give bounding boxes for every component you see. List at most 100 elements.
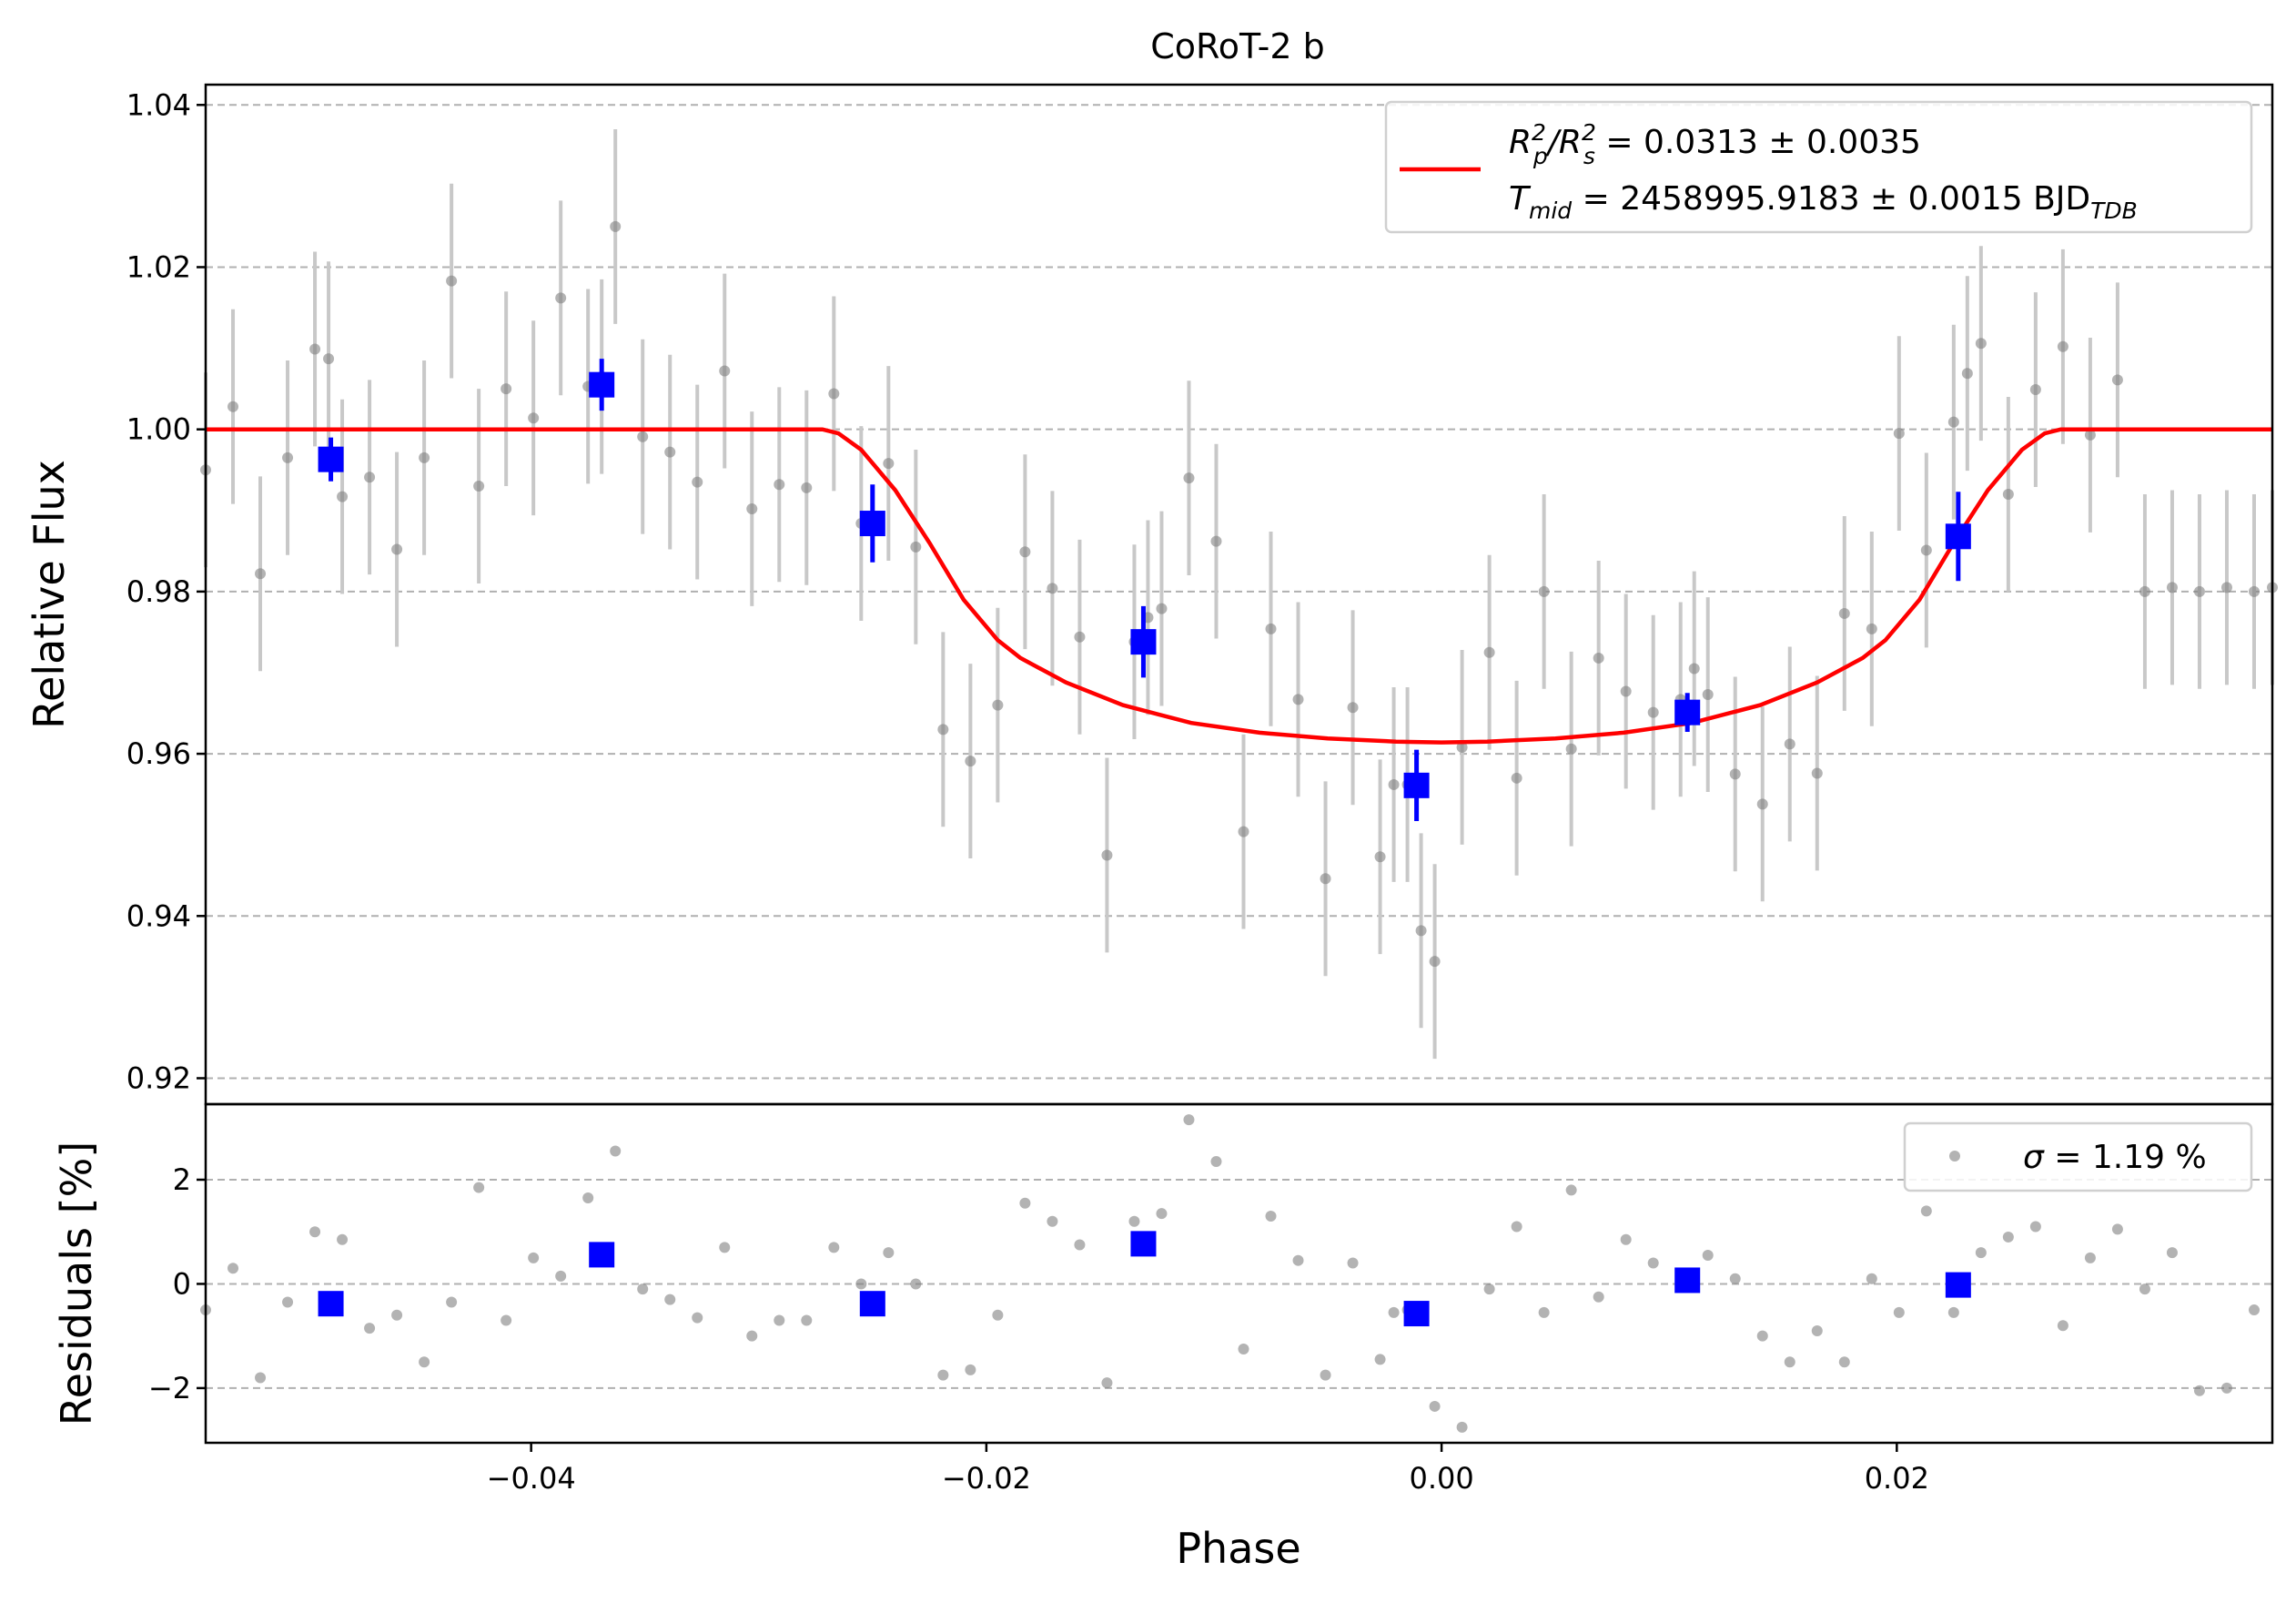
raw-data-point (1074, 631, 1086, 643)
raw-data-point (1047, 583, 1058, 594)
raw-data-point (364, 472, 376, 483)
residual-data-point (582, 1192, 594, 1204)
residual-data-point (419, 1356, 430, 1368)
x-axis-label: Phase (1176, 1524, 1300, 1573)
residual-data-point (1893, 1306, 1905, 1318)
residual-data-point (282, 1296, 294, 1308)
raw-data-point (2139, 585, 2150, 597)
residual-data-point (1374, 1354, 1386, 1365)
y-tick-label-flux: 1.02 (126, 249, 191, 284)
raw-data-point (309, 343, 321, 355)
raw-data-point (774, 479, 785, 491)
raw-data-point (1866, 623, 1877, 634)
raw-data-point (637, 431, 649, 442)
raw-data-point (1961, 368, 1973, 380)
raw-data-point (255, 568, 267, 580)
x-tick-label: −0.04 (487, 1461, 576, 1496)
residual-data-point (1866, 1273, 1877, 1284)
y-tick-label-residual: 0 (173, 1266, 191, 1301)
residual-data-point (1920, 1205, 1932, 1217)
legend-residual-marker (1949, 1151, 1960, 1162)
lightcurve-legend: R2 p/R2 s = 0.0313 ± 0.0035 Tmid = 2458995… (1384, 100, 2253, 234)
raw-data-point (1292, 694, 1304, 705)
raw-data-point (1538, 585, 1550, 597)
raw-data-point (2111, 374, 2123, 386)
residual-data-point (1238, 1343, 1249, 1354)
raw-data-point (719, 365, 731, 377)
residual-data-point (1128, 1215, 1140, 1227)
raw-data-point (1456, 741, 1468, 753)
raw-data-point (2220, 582, 2232, 594)
residual-data-point (1047, 1215, 1058, 1227)
raw-data-point (746, 502, 758, 514)
residual-data-point (1811, 1324, 1823, 1336)
residual-data-point (1947, 1306, 1959, 1318)
residual-data-point (1429, 1400, 1441, 1412)
raw-data-point (2057, 340, 2068, 352)
raw-data-point (1238, 826, 1249, 837)
raw-data-point (1702, 689, 1714, 701)
residual-data-point (1483, 1283, 1495, 1295)
raw-data-point (323, 353, 335, 365)
residual-data-point (719, 1242, 731, 1253)
residual-data-point (1019, 1197, 1031, 1209)
chart-title: CoRoT-2 b (1150, 26, 1325, 66)
residual-data-point (2029, 1221, 2041, 1233)
raw-data-point (1483, 646, 1495, 658)
binned-data-point (1674, 699, 1701, 725)
residual-data-point (1347, 1257, 1359, 1269)
raw-data-point (992, 699, 1004, 711)
residual-data-point (1593, 1291, 1604, 1303)
binned-data-point (859, 511, 885, 537)
residual-data-point (1292, 1254, 1304, 1266)
binned-residual-point (589, 1242, 615, 1268)
residual-data-point (1388, 1306, 1400, 1318)
residuals-raw-points (200, 1114, 2260, 1433)
residual-data-point (2139, 1283, 2150, 1295)
residual-data-point (1183, 1114, 1195, 1126)
raw-data-point (1756, 798, 1768, 810)
residual-data-point (1511, 1221, 1522, 1233)
binned-residual-point (1130, 1231, 1157, 1257)
raw-data-point (1593, 652, 1604, 664)
raw-data-point (1415, 925, 1427, 937)
raw-data-point (419, 451, 430, 463)
raw-data-point (391, 543, 403, 555)
lightcurve-raw-points (200, 129, 2278, 1060)
raw-data-point (1947, 416, 1959, 428)
binned-data-point (318, 446, 344, 472)
residual-data-point (228, 1263, 239, 1274)
raw-data-point (1019, 546, 1031, 558)
lightcurve-y-ticks: 0.92 0.94 0.96 0.98 1.00 1.02 1.04 (126, 87, 206, 1095)
raw-data-point (965, 756, 976, 767)
residual-data-point (555, 1270, 567, 1282)
raw-data-point (1729, 768, 1741, 780)
raw-data-point (664, 446, 676, 458)
raw-data-point (910, 541, 922, 553)
raw-data-point (337, 491, 349, 502)
raw-data-point (937, 724, 949, 736)
residuals-panel: −2 0 2 −0.04 −0.02 0.00 0.02 Residuals [%] Ph… (52, 1102, 2274, 1573)
residual-data-point (965, 1364, 976, 1375)
residual-data-point (1265, 1211, 1277, 1223)
raw-data-point (2002, 488, 2014, 500)
raw-data-point (692, 476, 703, 488)
residual-data-point (937, 1369, 949, 1381)
residual-data-point (1647, 1257, 1659, 1269)
y-tick-label-residual: 2 (173, 1162, 191, 1197)
raw-data-point (1183, 472, 1195, 484)
raw-data-point (2248, 585, 2260, 597)
y-tick-label-flux: 0.96 (126, 736, 191, 771)
raw-data-point (1156, 603, 1168, 614)
residual-data-point (1101, 1377, 1113, 1389)
residual-data-point (637, 1283, 649, 1295)
raw-data-point (1688, 663, 1700, 675)
residual-data-point (2002, 1231, 2014, 1243)
residual-data-point (1210, 1155, 1222, 1167)
raw-data-point (2029, 384, 2041, 396)
raw-data-point (883, 458, 895, 470)
residual-data-point (501, 1314, 512, 1326)
raw-data-point (1388, 778, 1400, 790)
